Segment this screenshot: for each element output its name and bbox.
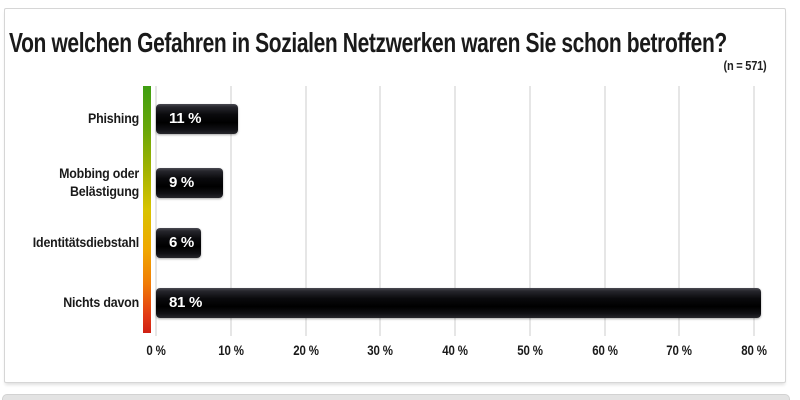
bar-value-label: 81 % <box>169 294 202 311</box>
x-gridline <box>229 86 232 336</box>
category-label: Phishing <box>88 111 139 126</box>
bar: 11 % <box>156 104 238 134</box>
x-gridline <box>753 86 755 336</box>
x-axis-tick-label: 20 % <box>292 343 319 358</box>
bar: 81 % <box>156 288 761 318</box>
sample-size-label: (n = 571) <box>723 58 766 73</box>
category-label: Nichts davon <box>63 295 140 310</box>
bar-value-label: 9 % <box>169 174 194 191</box>
x-gridline <box>603 86 606 336</box>
x-gridline <box>155 86 157 336</box>
bar-value-label: 11 % <box>169 110 202 127</box>
category-label: Mobbing oder Belästigung <box>59 166 140 199</box>
bar: 6 % <box>156 228 201 258</box>
y-axis-gradient-bar <box>143 86 151 333</box>
x-axis-tick-label: 50 % <box>517 343 543 358</box>
x-gridline <box>304 86 307 336</box>
next-card-top-edge <box>2 394 790 400</box>
x-axis-tick-label: 10 % <box>218 343 244 358</box>
x-axis-tick-label: 70 % <box>666 343 693 358</box>
x-gridline <box>528 86 531 336</box>
bar-chart-plot-area: 0 % 10 % 20 % 30 % 40 % 50 % 60 % 70 % 80 % 11 % P… <box>5 9 785 382</box>
x-gridline <box>678 86 681 336</box>
bar: 9 % <box>156 168 223 198</box>
bar-value-label: 6 % <box>169 234 194 251</box>
x-axis-tick-label: 0 % <box>146 343 166 358</box>
x-gridline <box>379 86 382 336</box>
x-gridline <box>454 86 456 336</box>
x-axis-tick-label: 60 % <box>591 343 618 358</box>
x-axis-tick-label: 30 % <box>367 343 394 358</box>
chart-title: Von welchen Gefahren in Sozialen Netzwer… <box>9 27 727 58</box>
category-label: Identitätsdiebstahl <box>32 235 139 250</box>
chart-card: Von welchen Gefahren in Sozialen Netzwer… <box>4 8 786 383</box>
x-axis-tick-label: 40 % <box>442 343 468 358</box>
x-axis-tick-label: 80 % <box>741 343 767 358</box>
